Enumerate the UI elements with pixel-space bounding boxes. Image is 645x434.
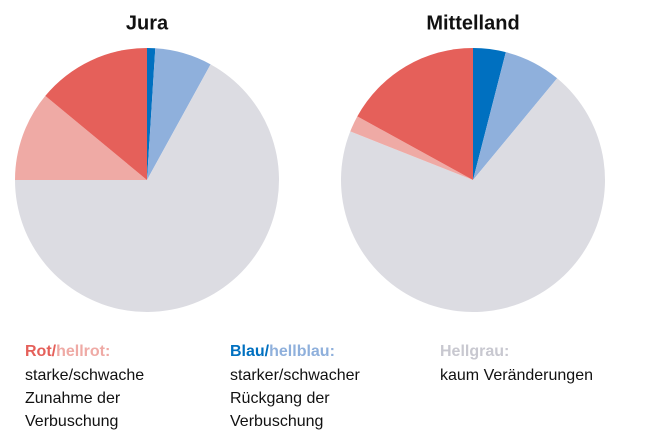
pie-slice [15, 64, 279, 312]
legend-text: Verbuschung [230, 413, 323, 430]
legend-heading-part: hellrot: [56, 343, 110, 360]
pie-slice [350, 116, 473, 180]
legend-text: Verbuschung [25, 413, 118, 430]
pie-slice [147, 48, 156, 180]
pie-slice [357, 48, 473, 180]
pie-slice [45, 48, 147, 180]
legend-text: Rückgang der [230, 390, 330, 407]
pie-slice [473, 52, 558, 181]
pie-slice [341, 78, 605, 312]
legend-heading: Blau/hellblau: [230, 343, 335, 360]
legend-text: Zunahme der [25, 390, 121, 407]
legend-heading-part: hellblau: [269, 343, 335, 360]
legend-text: starke/schwache [25, 367, 144, 384]
legend-heading-part: Blau/ [230, 343, 270, 360]
pie-slice [15, 95, 147, 180]
pie-slice [147, 48, 211, 181]
legend-heading: Rot/hellrot: [25, 343, 110, 360]
chart-title: Mittelland [426, 12, 519, 34]
legend-text: starker/schwacher [230, 367, 360, 384]
legend-heading: Hellgrau: [440, 343, 509, 360]
pie-slice [473, 48, 506, 180]
legend-heading-part: Rot/ [25, 343, 57, 360]
legend-text: kaum Veränderungen [440, 367, 593, 384]
chart-title: Jura [126, 12, 169, 34]
legend-heading-part: Hellgrau: [440, 343, 509, 360]
